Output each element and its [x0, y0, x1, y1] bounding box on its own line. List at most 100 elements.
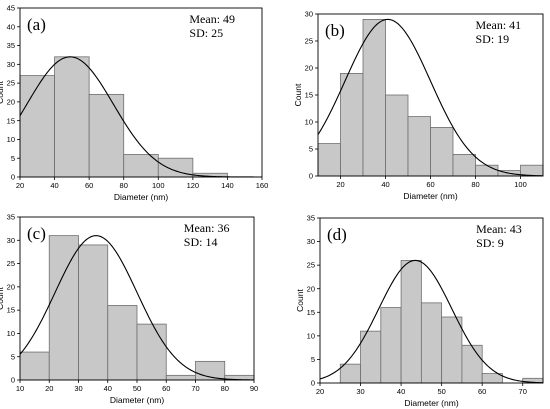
mean-annotation: Mean: 49 [189, 12, 235, 26]
y-tick-label: 15 [305, 91, 313, 100]
y-tick-label: 45 [7, 4, 15, 13]
x-tick-label: 10 [16, 384, 24, 393]
y-tick-label: 0 [11, 376, 15, 385]
histogram-bar [407, 116, 431, 177]
y-tick-label: 5 [11, 352, 15, 361]
y-tick-label: 20 [7, 97, 15, 106]
y-tick-label: 25 [305, 37, 313, 46]
histogram-bar [475, 164, 499, 177]
histogram-bar [452, 153, 476, 177]
histogram-panel-2: 20 40 60 80 100 0 5 10 15 20 25 30 Diameter (nm) Coun… [293, 10, 544, 201]
x-tick-label: 40 [104, 384, 112, 393]
y-tick-label: 0 [11, 173, 15, 182]
y-tick-label: 35 [7, 41, 15, 50]
x-tick-label: 80 [120, 181, 128, 190]
x-tick-label: 20 [45, 384, 53, 393]
histogram-panel-4: 20 30 40 50 60 70 0 5 10 15 20 25 30 35 Diameter (nm) C… [295, 214, 544, 408]
y-tick-label: 30 [307, 237, 315, 246]
x-tick-label: 40 [381, 180, 389, 189]
mean-annotation: Mean: 36 [184, 221, 230, 235]
y-axis-title: Count [0, 81, 5, 104]
plot-frame [19, 7, 263, 178]
panel-label: (b) [325, 21, 345, 40]
x-tick-label: 90 [250, 384, 258, 393]
histogram-panel-1: 20 40 60 80 100 120 140 160 0 5 10 15 20 25 30 35 40 45 Di… [0, 4, 268, 202]
y-tick-label: 20 [307, 284, 315, 293]
histogram-bar [420, 302, 443, 384]
gaussian-fit-curve [19, 235, 255, 381]
histogram-bar [385, 94, 409, 177]
sd-annotation: SD: 25 [189, 26, 223, 40]
histogram-bar [19, 351, 50, 381]
histogram-bar [19, 75, 55, 178]
x-tick-label: 160 [256, 181, 269, 190]
x-tick-label: 60 [478, 387, 486, 396]
panel-label: (d) [327, 225, 347, 244]
x-tick-label: 70 [191, 384, 199, 393]
histogram-bar [54, 56, 90, 178]
y-axis-title: Count [293, 83, 303, 106]
x-tick-label: 120 [187, 181, 200, 190]
y-tick-label: 15 [307, 308, 315, 317]
y-tick-label: 25 [7, 259, 15, 268]
panel-label: (a) [27, 15, 46, 34]
histogram-bar [339, 363, 361, 384]
x-tick-label: 60 [426, 180, 434, 189]
y-tick-label: 10 [7, 329, 15, 338]
x-tick-label: 80 [221, 384, 229, 393]
y-tick-label: 15 [7, 116, 15, 125]
histogram-bar [380, 307, 402, 384]
histogram-bar [461, 344, 483, 384]
y-tick-label: 30 [7, 236, 15, 245]
y-tick-label: 40 [7, 22, 15, 31]
histogram-bar [136, 323, 167, 381]
histogram-bar [107, 305, 138, 381]
histogram-bar [340, 73, 364, 177]
histogram-bar [400, 260, 422, 384]
x-tick-label: 100 [152, 181, 165, 190]
y-tick-label: 10 [305, 118, 313, 127]
panel-label: (c) [27, 224, 46, 243]
y-tick-label: 20 [7, 282, 15, 291]
x-axis-title: Diameter (nm) [403, 191, 457, 201]
histogram-bar [165, 374, 196, 381]
y-tick-label: 30 [7, 60, 15, 69]
mean-annotation: Mean: 41 [476, 18, 522, 32]
sd-annotation: SD: 9 [476, 236, 504, 250]
y-axis-title: Count [0, 287, 5, 310]
gaussian-fit-curve [317, 18, 544, 177]
plot-frame [319, 217, 544, 384]
x-tick-label: 20 [336, 180, 344, 189]
y-tick-label: 0 [309, 172, 313, 181]
x-tick-label: 50 [133, 384, 141, 393]
histogram-panel-3: 10 20 30 40 50 60 70 80 90 0 5 10 15 20 25 30 35 Diameter… [0, 213, 258, 405]
histogram-bar [520, 164, 544, 177]
sd-annotation: SD: 19 [476, 32, 510, 46]
x-tick-label: 60 [162, 384, 170, 393]
x-tick-label: 100 [514, 180, 527, 189]
x-axis-title: Diameter (nm) [110, 395, 164, 405]
y-tick-label: 20 [305, 64, 313, 73]
x-tick-label: 40 [397, 387, 405, 396]
x-tick-label: 60 [85, 181, 93, 190]
histogram-bar [362, 18, 386, 177]
gaussian-fit-curve [319, 259, 544, 384]
y-tick-label: 15 [7, 306, 15, 315]
y-tick-label: 25 [7, 79, 15, 88]
y-tick-label: 5 [11, 154, 15, 163]
y-axis-title: Count [295, 289, 305, 312]
y-tick-label: 35 [7, 213, 15, 222]
x-tick-label: 30 [356, 387, 364, 396]
histogram-bar [78, 244, 109, 381]
y-tick-label: 25 [307, 261, 315, 270]
y-tick-label: 10 [307, 331, 315, 340]
histogram-bar [88, 93, 125, 178]
x-tick-label: 40 [50, 181, 58, 190]
y-tick-label: 5 [309, 145, 313, 154]
histogram-bar [430, 127, 454, 177]
x-tick-label: 30 [74, 384, 82, 393]
x-tick-label: 140 [221, 181, 234, 190]
y-tick-label: 30 [305, 10, 313, 19]
x-axis-title: Diameter (nm) [114, 192, 168, 202]
